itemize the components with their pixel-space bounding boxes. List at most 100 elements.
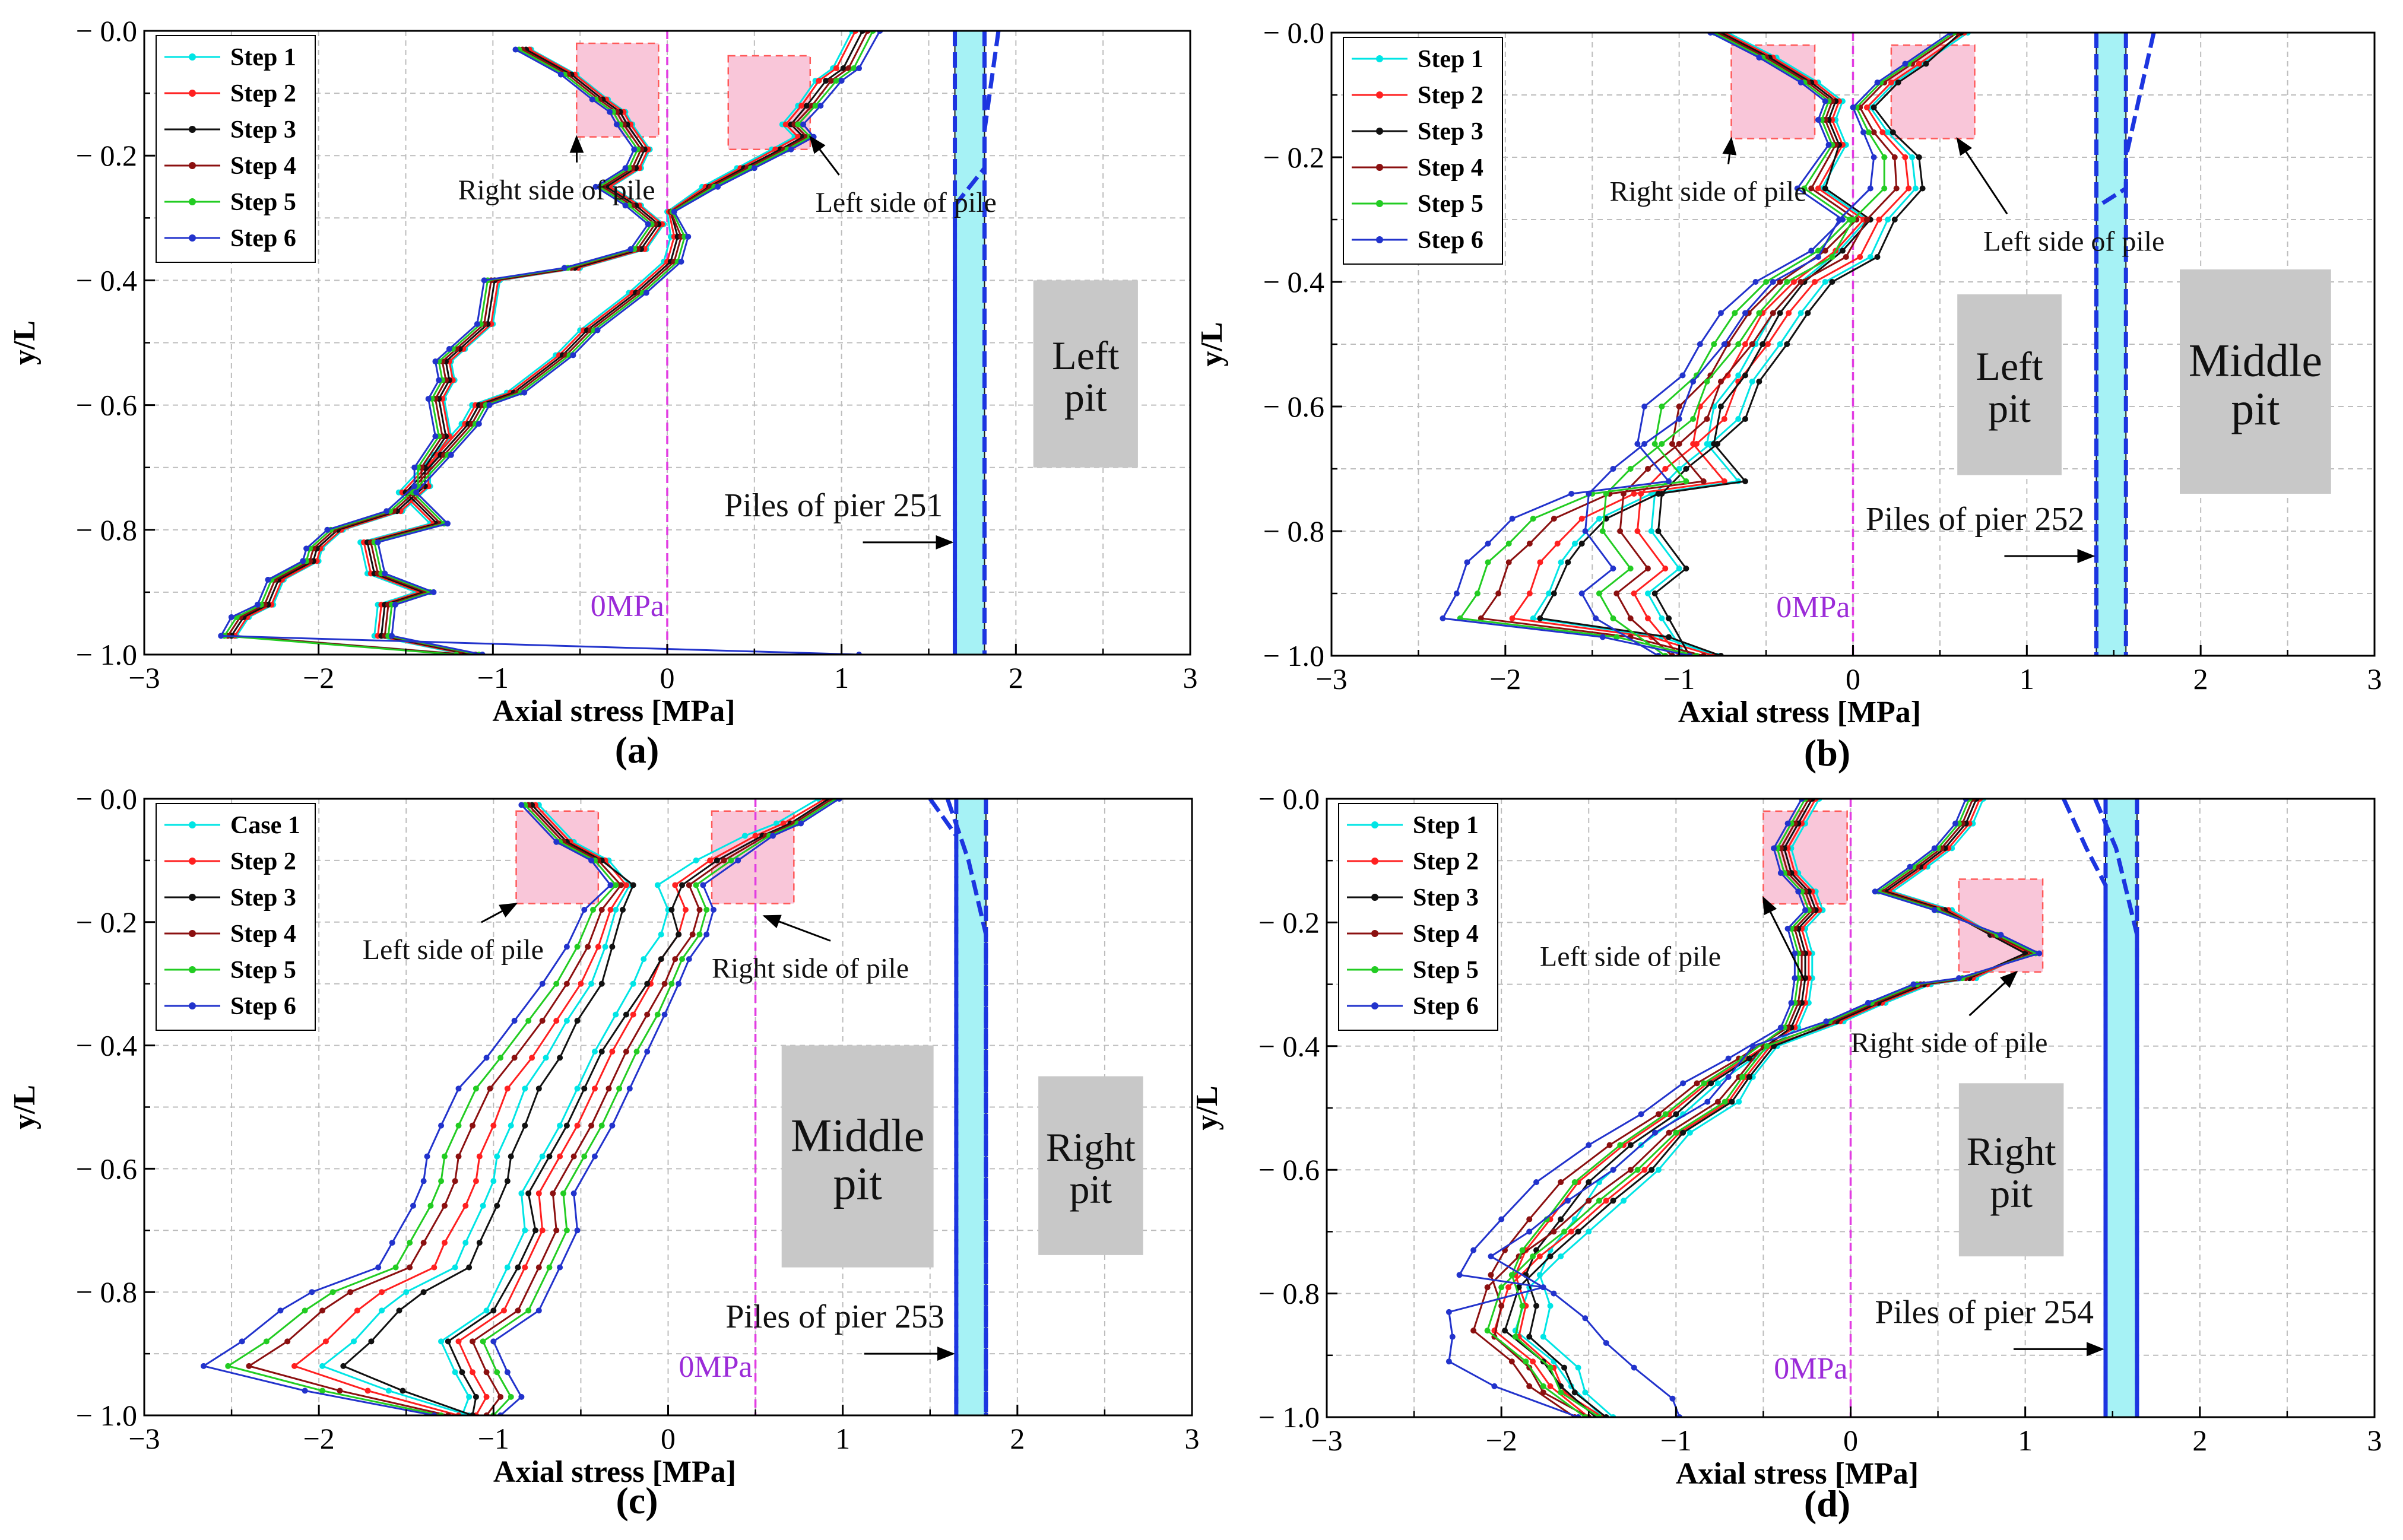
data-point bbox=[1879, 129, 1885, 135]
y-tick-label: − 0.0 bbox=[1258, 782, 1320, 815]
data-point bbox=[613, 882, 619, 888]
data-point bbox=[550, 1190, 556, 1196]
data-point bbox=[375, 1265, 381, 1271]
data-point bbox=[1749, 341, 1755, 347]
legend-entry: Step 4 bbox=[1413, 920, 1479, 948]
data-point bbox=[1718, 379, 1724, 385]
data-point bbox=[581, 907, 587, 913]
data-point bbox=[1742, 416, 1748, 422]
data-point bbox=[470, 1338, 475, 1344]
data-point bbox=[431, 1265, 437, 1271]
data-point bbox=[1586, 1228, 1592, 1234]
data-point bbox=[798, 821, 804, 827]
data-point bbox=[340, 1363, 346, 1369]
y-tick-label: − 0.0 bbox=[76, 782, 137, 815]
data-point bbox=[609, 944, 615, 950]
data-point bbox=[1610, 615, 1616, 621]
data-point bbox=[1519, 1303, 1525, 1309]
data-point bbox=[303, 545, 309, 551]
data-point bbox=[522, 1123, 528, 1129]
data-point bbox=[546, 1154, 552, 1160]
data-point bbox=[1815, 117, 1821, 123]
data-point bbox=[1764, 1043, 1770, 1049]
data-point bbox=[1711, 341, 1717, 347]
data-point bbox=[588, 981, 594, 987]
legend-marker bbox=[1371, 930, 1378, 937]
data-point bbox=[1635, 1167, 1641, 1173]
data-point bbox=[1864, 104, 1870, 110]
data-point bbox=[1770, 279, 1776, 285]
data-point bbox=[1892, 217, 1898, 223]
data-point bbox=[497, 1055, 503, 1060]
data-point bbox=[1495, 590, 1501, 596]
pile-label: Piles of pier 251 bbox=[724, 487, 943, 524]
annotation-arrow bbox=[1957, 139, 2007, 214]
data-point bbox=[354, 1307, 360, 1313]
data-point bbox=[1558, 1217, 1564, 1223]
x-axis-label: Axial stress [MPa] bbox=[492, 694, 735, 728]
zero-line-label: 0MPa bbox=[591, 589, 664, 623]
data-point bbox=[515, 1265, 521, 1271]
data-point bbox=[1756, 55, 1762, 61]
data-point bbox=[536, 1085, 542, 1091]
data-point bbox=[513, 47, 519, 53]
data-point bbox=[543, 1055, 549, 1060]
data-point bbox=[319, 1363, 325, 1369]
annotation-label: Left side of pile bbox=[363, 934, 544, 966]
legend-entry: Step 5 bbox=[230, 189, 296, 216]
data-point bbox=[1558, 560, 1564, 566]
x-tick-label: 2 bbox=[1009, 661, 1023, 694]
panel-label: (c) bbox=[616, 1479, 658, 1522]
y-axis-label: y/L bbox=[1190, 1085, 1224, 1130]
x-axis-label: Axial stress [MPa] bbox=[1676, 1457, 1919, 1491]
data-point bbox=[1502, 1328, 1508, 1333]
data-point bbox=[1823, 1018, 1829, 1024]
data-point bbox=[1822, 279, 1828, 285]
data-point bbox=[1881, 186, 1887, 192]
data-point bbox=[386, 1387, 392, 1393]
data-point bbox=[1638, 1111, 1644, 1117]
legend-marker bbox=[1376, 164, 1383, 171]
legend-marker bbox=[1376, 55, 1383, 62]
data-point bbox=[1568, 1228, 1574, 1234]
y-tick-label: − 0.2 bbox=[76, 139, 137, 172]
data-point bbox=[728, 858, 734, 863]
y-tick-label: − 0.2 bbox=[76, 906, 137, 939]
legend-entry: Step 2 bbox=[230, 848, 296, 875]
data-point bbox=[634, 1049, 640, 1055]
data-point bbox=[529, 1055, 535, 1060]
data-point bbox=[456, 1154, 462, 1160]
data-point bbox=[1551, 1228, 1556, 1234]
data-point bbox=[291, 1363, 297, 1369]
data-point bbox=[564, 1227, 570, 1233]
legend-entry: Step 3 bbox=[1413, 884, 1479, 912]
data-point bbox=[508, 1394, 514, 1400]
data-point bbox=[700, 882, 706, 888]
data-point bbox=[1540, 1334, 1546, 1340]
legend-entry: Step 4 bbox=[230, 920, 296, 948]
data-point bbox=[459, 1369, 465, 1375]
data-point bbox=[1617, 1142, 1623, 1148]
data-point bbox=[644, 981, 650, 987]
data-point bbox=[1491, 1383, 1497, 1389]
data-point bbox=[1871, 104, 1877, 110]
data-point bbox=[1798, 80, 1804, 85]
data-point bbox=[1792, 975, 1798, 981]
data-point bbox=[1785, 926, 1791, 932]
y-tick-label: − 1.0 bbox=[76, 638, 137, 671]
pit-label-line2: pit bbox=[1988, 386, 2031, 431]
data-point bbox=[1868, 186, 1873, 192]
x-tick-label: 1 bbox=[835, 1422, 850, 1455]
data-point bbox=[477, 1154, 483, 1160]
data-point bbox=[1561, 1365, 1567, 1371]
data-point bbox=[588, 1123, 594, 1129]
y-tick-label: − 0.4 bbox=[1263, 265, 1324, 299]
data-point bbox=[1510, 516, 1516, 522]
data-point bbox=[1485, 541, 1491, 547]
legend-entry: Step 3 bbox=[1418, 118, 1483, 145]
data-point bbox=[1513, 1334, 1518, 1340]
x-tick-label: 1 bbox=[2018, 1424, 2033, 1457]
